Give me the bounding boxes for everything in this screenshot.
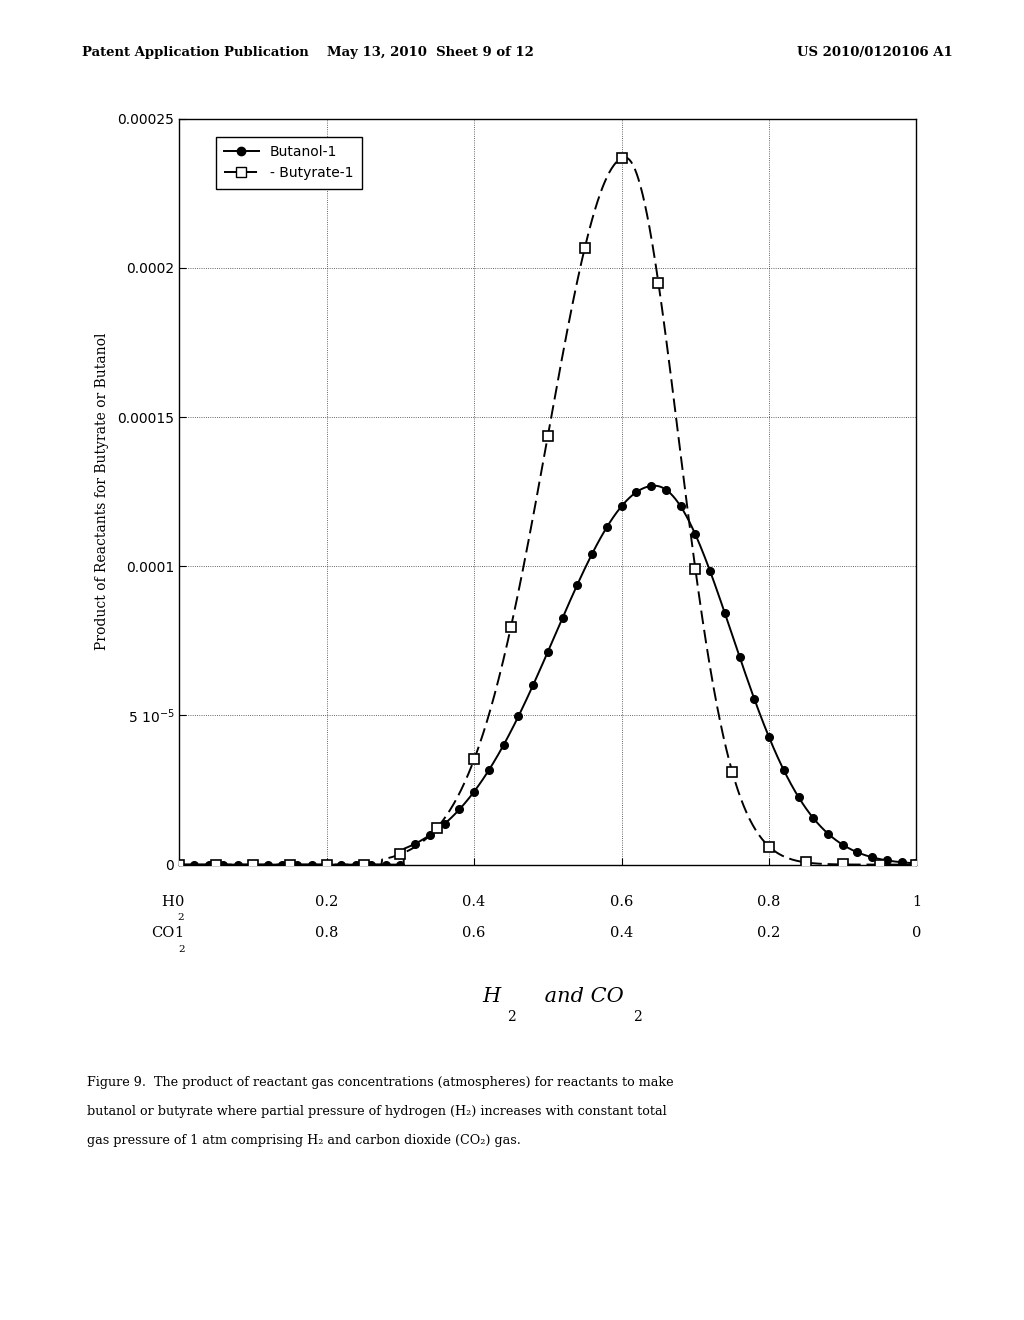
Text: 0.2: 0.2 [315, 895, 338, 908]
Text: butanol or butyrate where partial pressure of hydrogen (H₂) increases with const: butanol or butyrate where partial pressu… [87, 1105, 667, 1118]
Text: H: H [162, 895, 174, 908]
Text: and CO: and CO [538, 987, 624, 1006]
Text: 0.8: 0.8 [758, 895, 780, 908]
Y-axis label: Product of Reactants for Butyrate or Butanol: Product of Reactants for Butyrate or But… [95, 333, 109, 651]
Text: 2: 2 [178, 945, 184, 954]
Text: 0: 0 [911, 927, 922, 940]
Text: Figure 9.  The product of reactant gas concentrations (atmospheres) for reactant: Figure 9. The product of reactant gas co… [87, 1076, 674, 1089]
Text: 0.2: 0.2 [758, 927, 780, 940]
Text: H: H [482, 987, 501, 1006]
Text: US 2010/0120106 A1: US 2010/0120106 A1 [797, 46, 952, 59]
Text: 0.6: 0.6 [463, 927, 485, 940]
Text: 1: 1 [175, 927, 183, 940]
Text: Patent Application Publication: Patent Application Publication [82, 46, 308, 59]
Text: 0.4: 0.4 [463, 895, 485, 908]
Text: CO: CO [151, 927, 174, 940]
Text: 2: 2 [507, 1010, 516, 1024]
Text: gas pressure of 1 atm comprising H₂ and carbon dioxide (CO₂) gas.: gas pressure of 1 atm comprising H₂ and … [87, 1134, 521, 1147]
Text: May 13, 2010  Sheet 9 of 12: May 13, 2010 Sheet 9 of 12 [327, 46, 534, 59]
Text: 0.4: 0.4 [610, 927, 633, 940]
Text: 0.6: 0.6 [610, 895, 633, 908]
Text: 1: 1 [912, 895, 921, 908]
Text: 2: 2 [177, 913, 183, 923]
Text: 0: 0 [174, 895, 184, 908]
Legend: Butanol-1, - Butyrate-1: Butanol-1, - Butyrate-1 [216, 137, 361, 189]
Text: 2: 2 [633, 1010, 642, 1024]
Text: 0.8: 0.8 [315, 927, 338, 940]
